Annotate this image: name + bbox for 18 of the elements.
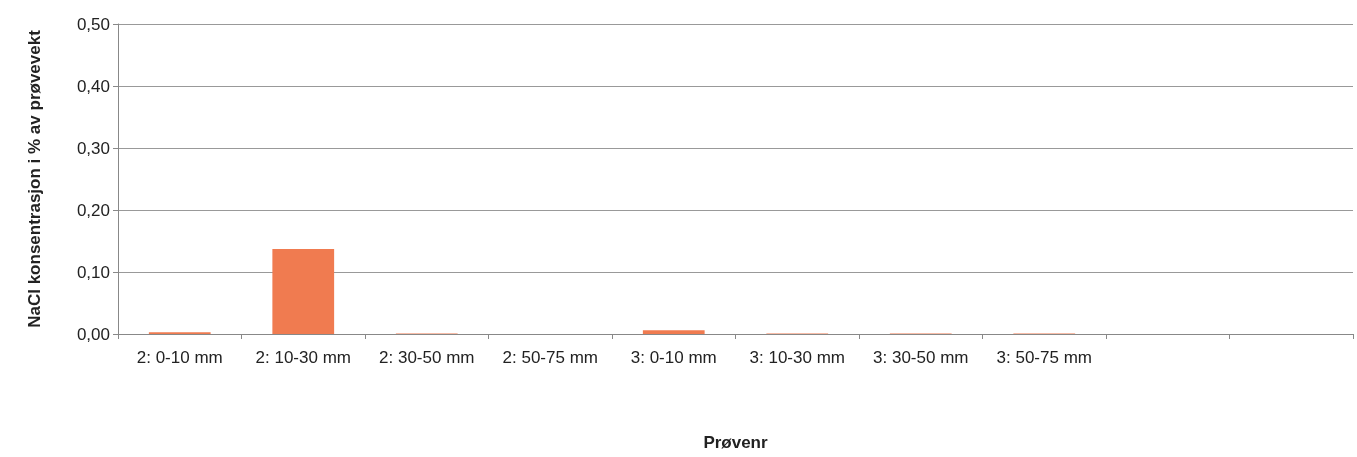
y-tick-label: 0,50 — [76, 14, 110, 34]
x-tick-label: 3: 0-10 mm — [630, 347, 717, 367]
y-axis-title: NaCl konsentrasjon i % av prøvevekt — [25, 29, 44, 328]
y-tick-label: 0,00 — [76, 324, 110, 344]
bar — [642, 330, 705, 334]
bar — [272, 249, 335, 334]
y-tick-label: 0,20 — [76, 200, 110, 220]
x-tick-label: 3: 30-50 mm — [873, 347, 969, 367]
x-tick-label: 2: 10-30 mm — [255, 347, 351, 367]
y-tick-label: 0,30 — [76, 138, 110, 158]
y-tick-label: 0,10 — [76, 262, 110, 282]
x-tick-label: 3: 50-75 mm — [996, 347, 1092, 367]
x-tick-label: 2: 30-50 mm — [379, 347, 475, 367]
x-axis-title: Prøvenr — [703, 433, 769, 452]
x-tick-label: 3: 10-30 mm — [749, 347, 845, 367]
x-tick-label: 2: 50-75 mm — [502, 347, 598, 367]
y-tick-label: 0,40 — [76, 76, 110, 96]
x-tick-label: 2: 0-10 mm — [136, 347, 223, 367]
